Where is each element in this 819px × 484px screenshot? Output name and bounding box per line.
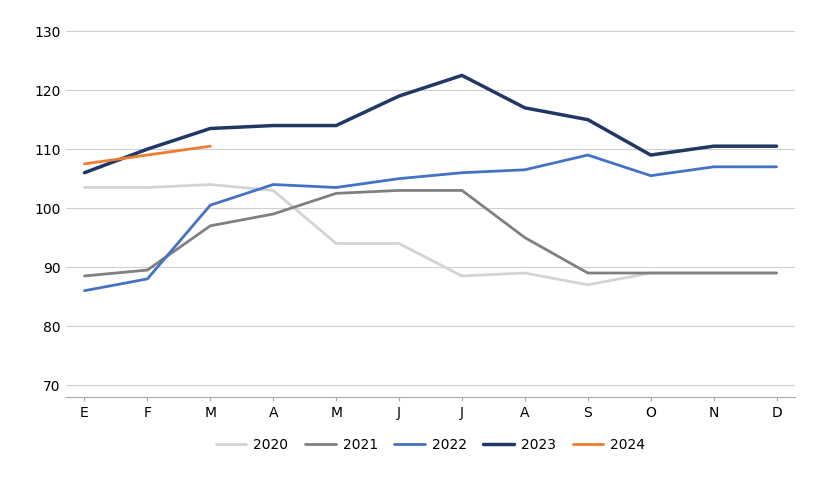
2020 — [582, 282, 592, 287]
2022 — [582, 152, 592, 158]
2022 — [708, 164, 717, 170]
2022 — [205, 202, 215, 208]
2020 — [143, 184, 152, 190]
Line: 2021: 2021 — [84, 190, 776, 276]
Legend: 2020, 2021, 2022, 2023, 2024: 2020, 2021, 2022, 2023, 2024 — [210, 433, 650, 458]
2021 — [582, 270, 592, 276]
Line: 2024: 2024 — [84, 146, 210, 164]
2021 — [394, 187, 404, 193]
2022 — [79, 288, 89, 294]
2023 — [771, 143, 781, 149]
2020 — [771, 270, 781, 276]
2020 — [519, 270, 529, 276]
2020 — [331, 241, 341, 246]
2020 — [268, 187, 278, 193]
Line: 2022: 2022 — [84, 155, 776, 291]
2021 — [708, 270, 717, 276]
2023 — [143, 146, 152, 152]
2021 — [519, 235, 529, 241]
2024 — [79, 161, 89, 167]
2023 — [708, 143, 717, 149]
2022 — [519, 167, 529, 173]
2020 — [79, 184, 89, 190]
2023 — [394, 93, 404, 99]
2022 — [331, 184, 341, 190]
2020 — [456, 273, 466, 279]
2023 — [456, 73, 466, 78]
2023 — [645, 152, 655, 158]
2022 — [394, 176, 404, 182]
2022 — [143, 276, 152, 282]
2024 — [143, 152, 152, 158]
2023 — [205, 125, 215, 131]
2023 — [268, 122, 278, 128]
2023 — [519, 105, 529, 111]
2021 — [456, 187, 466, 193]
2021 — [79, 273, 89, 279]
2023 — [79, 170, 89, 176]
2021 — [268, 211, 278, 217]
2021 — [205, 223, 215, 229]
2020 — [205, 182, 215, 187]
2021 — [143, 267, 152, 273]
Line: 2023: 2023 — [84, 76, 776, 173]
2023 — [582, 117, 592, 122]
2022 — [645, 173, 655, 179]
Line: 2020: 2020 — [84, 184, 776, 285]
2022 — [456, 170, 466, 176]
2021 — [645, 270, 655, 276]
2022 — [771, 164, 781, 170]
2022 — [268, 182, 278, 187]
2021 — [771, 270, 781, 276]
2020 — [708, 270, 717, 276]
2020 — [394, 241, 404, 246]
2021 — [331, 191, 341, 197]
2023 — [331, 122, 341, 128]
2024 — [205, 143, 215, 149]
2020 — [645, 270, 655, 276]
